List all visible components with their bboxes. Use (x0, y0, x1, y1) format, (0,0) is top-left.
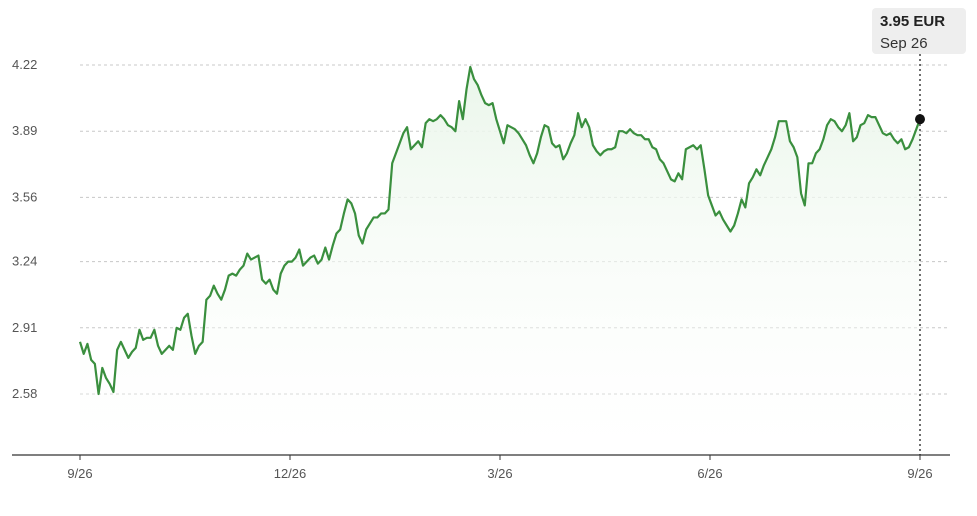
tooltip-date: Sep 26 (880, 35, 928, 52)
x-tick-label: 9/26 (907, 466, 932, 481)
tooltip-value: 3.95 EUR (880, 13, 945, 30)
price-tooltip: 3.95 EUR Sep 26 (872, 8, 966, 54)
price-area-fill (80, 67, 920, 455)
x-tick-label: 6/26 (697, 466, 722, 481)
y-axis-ticks: 2.58 2.91 3.24 3.56 3.89 4.22 (12, 57, 37, 401)
x-tick-label: 3/26 (487, 466, 512, 481)
x-tick-label: 9/26 (67, 466, 92, 481)
hover-marker[interactable] (915, 114, 925, 125)
y-tick-label: 4.22 (12, 57, 37, 72)
y-tick-label: 2.58 (12, 386, 37, 401)
y-tick-label: 3.24 (12, 254, 37, 269)
price-line (78, 65, 922, 396)
x-axis-ticks: 9/26 12/26 3/26 6/26 9/26 (67, 455, 933, 481)
tooltip-box (872, 8, 966, 54)
y-tick-label: 2.91 (12, 320, 37, 335)
x-tick-label: 12/26 (274, 466, 307, 481)
y-tick-label: 3.56 (12, 189, 37, 204)
y-tick-label: 3.89 (12, 123, 37, 138)
